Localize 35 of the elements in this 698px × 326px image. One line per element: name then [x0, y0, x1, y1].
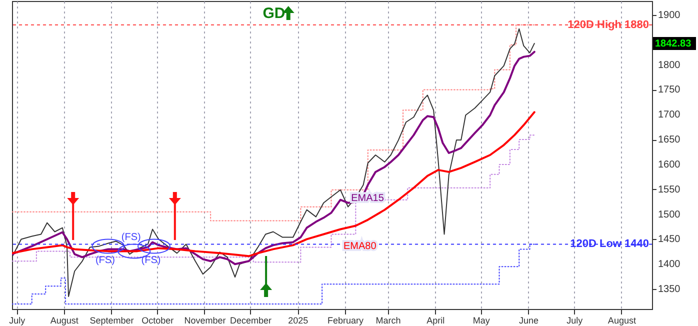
- x-tick-label: August: [50, 316, 79, 326]
- x-tick-label: July: [566, 316, 584, 326]
- ref-line-label: 120D Low 1440: [570, 238, 649, 250]
- y-tick-label: 1500: [658, 209, 681, 220]
- x-tick-label: March: [376, 316, 401, 326]
- line-series: [12, 111, 536, 258]
- y-tick-label: 1700: [658, 110, 681, 121]
- text: 1842.83: [655, 38, 692, 50]
- y-tick-label: 1750: [658, 84, 681, 96]
- annotation: GD: [262, 5, 286, 22]
- x-tick-label: June: [519, 316, 539, 326]
- series-label: EMA80: [343, 240, 377, 252]
- line-series: [12, 50, 536, 266]
- y-tick-label: 1650: [658, 134, 681, 146]
- x-tick-label: February: [327, 316, 364, 326]
- y-tick-label: 1350: [658, 284, 681, 296]
- x-tick-label: 2025: [288, 316, 308, 326]
- x-tick-label: July: [9, 316, 26, 326]
- annotation: (FS): [95, 255, 115, 266]
- annotation: (FS): [141, 255, 161, 266]
- y-tick-label: 1400: [658, 259, 681, 270]
- x-tick-label: December: [230, 316, 272, 326]
- annotation: (FS): [121, 232, 141, 244]
- x-tick-label: October: [142, 316, 174, 326]
- x-tick-label: November: [184, 316, 226, 326]
- y-tick-label: 1900: [658, 10, 681, 21]
- y-tick-label: 1600: [658, 159, 681, 170]
- y-tick-label: 1800: [658, 60, 681, 71]
- x-tick-label: May: [472, 316, 490, 326]
- x-tick-label: August: [608, 316, 636, 326]
- ref-line-label: 120D High 1880: [568, 18, 649, 31]
- x-tick-label: April: [426, 316, 445, 326]
- y-tick-label: 1450: [658, 234, 681, 246]
- y-tick-label: 1550: [658, 184, 681, 196]
- x-tick-label: September: [90, 316, 134, 326]
